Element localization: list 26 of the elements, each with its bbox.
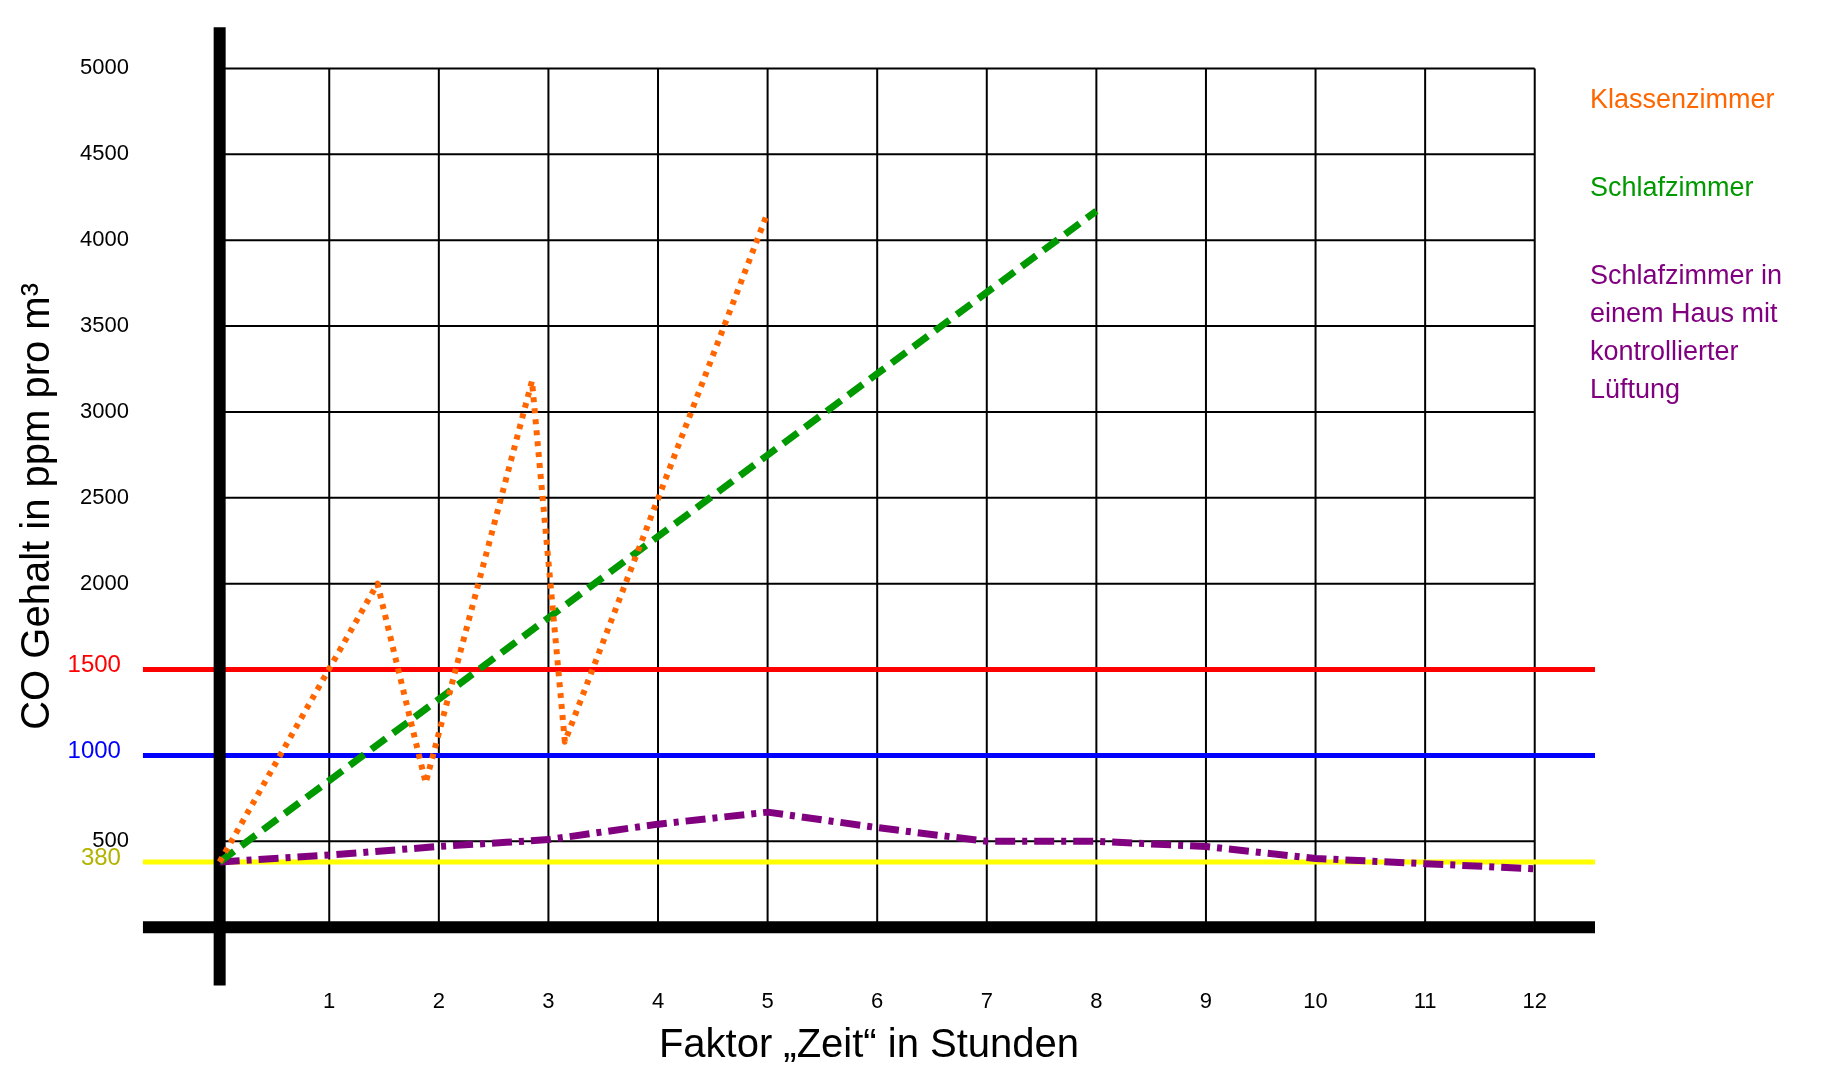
y-axis-title: CO Gehalt in ppm pro m³ [13,282,58,730]
x-tick-label: 7 [980,987,993,1013]
x-tick-label: 11 [1413,987,1437,1013]
x-tick-label: 3 [542,987,555,1013]
x-tick-label: 2 [432,987,445,1013]
y-tick-label: 2500 [79,483,129,509]
x-tick-label: 1 [323,987,336,1013]
y-tick-label: 5000 [79,54,129,80]
x-tick-label: 5 [761,987,774,1013]
x-tick-label: 6 [871,987,884,1013]
text: Schlafzimmer [1590,171,1755,204]
x-axis-title: Faktor „Zeit“ in Stunden [658,1021,1080,1066]
ref-line-label: 1500 [67,650,121,678]
x-tick-label: 12 [1522,987,1547,1013]
y-tick-label: 4000 [79,226,129,252]
y-tick-label: 3000 [79,398,129,423]
y-tick-label: 4500 [79,140,129,166]
y-tick-label: 3500 [79,312,129,338]
x-tick-label: 8 [1090,987,1103,1013]
x-tick-label: 9 [1199,987,1213,1013]
y-tick-label: 2000 [79,569,129,595]
x-tick-label: 10 [1303,987,1328,1013]
text: Klassenzimmer [1590,83,1776,116]
x-tick-label: 4 [651,987,665,1013]
ref-line-label: 1000 [67,736,121,764]
text: Schlafzimmer in einem Haus mit kontrollierter Lüftung [1590,259,1784,406]
